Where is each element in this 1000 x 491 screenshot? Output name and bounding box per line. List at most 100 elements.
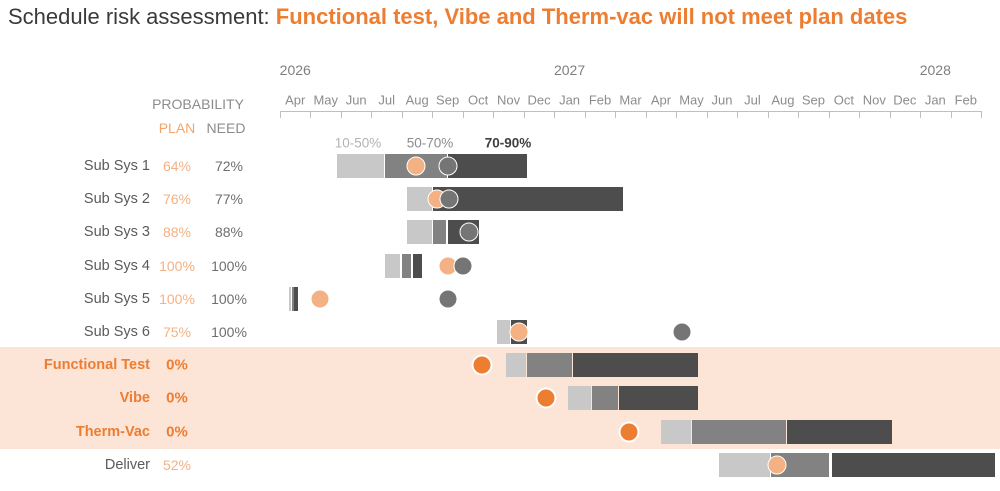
axis-tick [950,111,952,118]
axis-tick [310,111,312,118]
timeline-axis [280,111,982,112]
axis-month-label: Nov [862,92,886,108]
need-probability-value: 88% [214,224,244,241]
axis-tick [554,111,556,118]
row-label-sub-sys-2: Sub Sys 2 [83,191,150,208]
bar-segment-70-90pct [618,386,698,411]
axis-month-label: Apr [650,92,672,108]
bar-segment-70-90pct [831,452,996,477]
axis-tick [523,111,525,118]
plan-date-dot [767,455,787,475]
axis-month-label: Oct [833,92,854,108]
bar-segment-50-70pct [692,419,786,444]
axis-month-label: Jan [559,92,581,108]
bar-segment-70-90pct [433,187,623,212]
axis-tick [280,111,281,118]
bar-segment-10-50pct [505,353,526,378]
axis-month-label: May [313,92,338,108]
axis-month-label: Sep [801,92,825,108]
column-header-need: NEED [206,120,246,136]
plan-date-dot [509,322,529,342]
axis-month-label: Dec [527,92,551,108]
axis-month-label: Apr [285,92,306,108]
plan-date-dot [618,421,640,443]
legend-label-70-90: 70-90% [484,135,532,151]
bar-segment-70-90pct [572,353,698,378]
axis-tick [462,111,464,118]
legend-label-10-50: 10-50% [334,135,382,151]
axis-tick [615,111,617,118]
axis-tick [798,111,800,118]
row-label-vibe: Vibe [119,390,150,407]
axis-tick [859,111,861,118]
need-probability-value: 77% [214,191,244,208]
plan-probability-value: 100% [159,290,195,307]
bar-segment-50-70pct [291,286,294,311]
bar-segment-10-50pct [407,220,432,245]
row-label-therm-vac: Therm-Vac [75,423,150,440]
axis-tick [828,111,830,118]
axis-month-label: Feb [954,92,977,108]
bar-segment-70-90pct [412,253,423,278]
axis-year-label: 2028 [919,62,951,78]
axis-year-label: 2027 [553,62,586,78]
bar-segment-10-50pct [661,419,692,444]
plan-probability-value: 76% [162,191,192,208]
plan-probability-value: 52% [162,456,192,473]
axis-month-label: May [679,92,704,108]
plan-probability-value: 0% [166,389,188,407]
page-title: Schedule risk assessment: Functional tes… [8,4,907,30]
row-label-sub-sys-6: Sub Sys 6 [83,324,150,340]
need-probability-value: 100% [211,257,247,274]
axis-tick [920,111,922,118]
axis-tick [706,111,708,118]
axis-month-label: Nov [497,92,521,108]
plan-date-dot [406,156,426,176]
axis-year-label: 2026 [279,62,311,78]
bar-segment-50-70pct [433,220,447,245]
axis-tick [401,111,403,118]
row-label-sub-sys-5: Sub Sys 5 [83,290,150,307]
need-date-dot [439,189,459,209]
axis-tick [889,111,891,118]
axis-tick [767,111,769,118]
row-label-functional-test: Functional Test [43,357,150,374]
axis-month-label: Oct [467,92,489,108]
axis-month-label: Jul [378,92,395,108]
bar-segment-10-50pct [289,286,292,311]
axis-month-label: Dec [893,92,917,108]
axis-tick [981,111,983,118]
need-probability-value: 100% [211,290,247,307]
need-date-dot [453,256,473,276]
need-date-dot [438,156,458,176]
plan-date-dot [310,289,330,309]
axis-tick [645,111,647,118]
axis-tick [493,111,495,118]
axis-month-label: Feb [588,92,612,108]
title-highlight: Functional test, Vibe and Therm-vac will… [275,4,908,29]
row-label-sub-sys-3: Sub Sys 3 [83,224,150,241]
bar-segment-70-90pct [447,154,527,178]
bar-segment-70-90pct [786,419,893,444]
axis-month-label: Jan [924,92,946,108]
axis-month-label: Aug [405,92,429,108]
column-header-probability: PROBABILITY [152,96,244,112]
bar-segment-50-70pct [592,386,618,411]
axis-month-label: Aug [771,92,795,108]
axis-month-label: Mar [619,92,642,108]
need-date-dot [459,222,479,242]
axis-month-label: Jul [744,92,761,108]
legend-label-50-70: 50-70% [406,135,454,151]
bar-segment-50-70pct [401,253,411,278]
axis-tick [737,111,739,118]
bar-segment-50-70pct [526,353,572,378]
need-date-dot [672,322,692,342]
plan-probability-value: 64% [162,158,192,174]
bar-segment-70-90pct [294,286,298,311]
axis-month-label: Jun [345,92,367,108]
bar-segment-10-50pct [497,320,511,344]
row-label-sub-sys-1: Sub Sys 1 [83,158,150,174]
plan-date-dot [535,387,557,409]
need-date-dot [438,289,458,309]
